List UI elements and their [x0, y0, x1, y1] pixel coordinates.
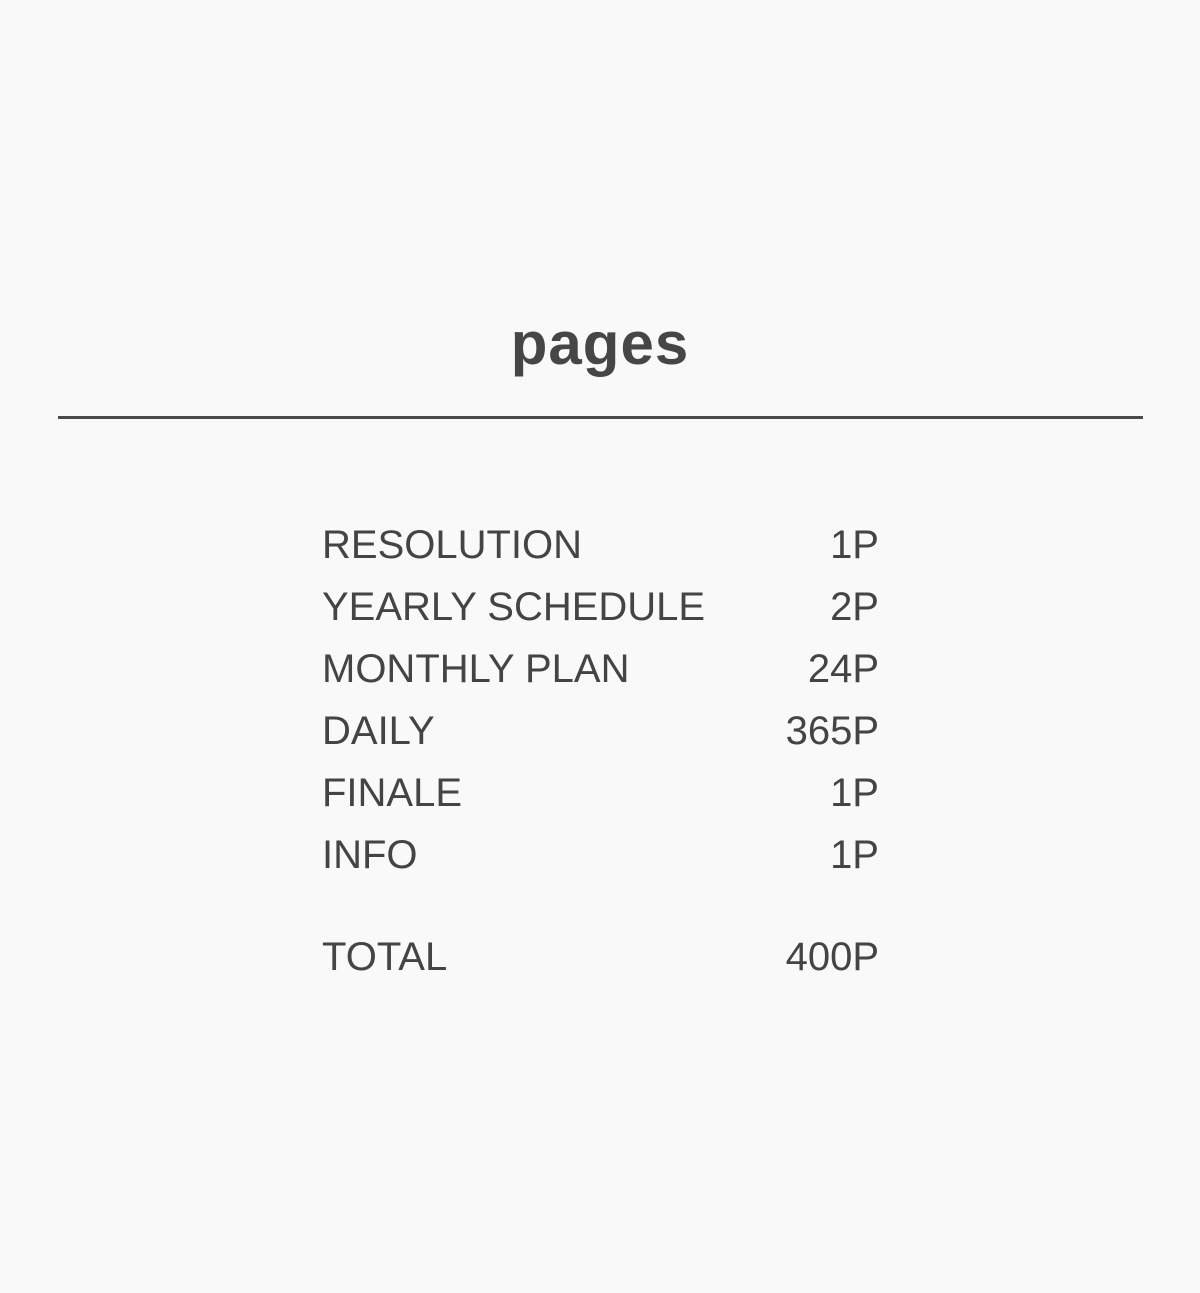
item-label: DAILY — [322, 709, 435, 753]
divider — [58, 416, 1143, 419]
item-value: 1P — [830, 523, 879, 567]
list-item: FINALE 1P — [322, 769, 879, 831]
total-value: 400P — [785, 935, 879, 979]
page-count-list: RESOLUTION 1P YEARLY SCHEDULE 2P MONTHLY P… — [322, 521, 879, 995]
item-label: YEARLY SCHEDULE — [322, 585, 706, 629]
item-label: FINALE — [322, 771, 463, 815]
item-value: 1P — [830, 833, 879, 877]
total-label: TOTAL — [322, 935, 448, 979]
page-title: pages — [510, 310, 690, 377]
list-item: YEARLY SCHEDULE 2P — [322, 583, 879, 645]
total-row: TOTAL 400P — [322, 933, 879, 995]
item-label: RESOLUTION — [322, 523, 583, 567]
list-item: INFO 1P — [322, 831, 879, 893]
item-label: INFO — [322, 833, 418, 877]
item-value: 1P — [830, 771, 879, 815]
item-value: 2P — [830, 585, 879, 629]
item-value: 24P — [807, 647, 879, 691]
item-label: MONTHLY PLAN — [322, 647, 630, 691]
list-item: DAILY 365P — [322, 707, 879, 769]
list-item: MONTHLY PLAN 24P — [322, 645, 879, 707]
item-value: 365P — [785, 709, 879, 753]
list-item: RESOLUTION 1P — [322, 521, 879, 583]
